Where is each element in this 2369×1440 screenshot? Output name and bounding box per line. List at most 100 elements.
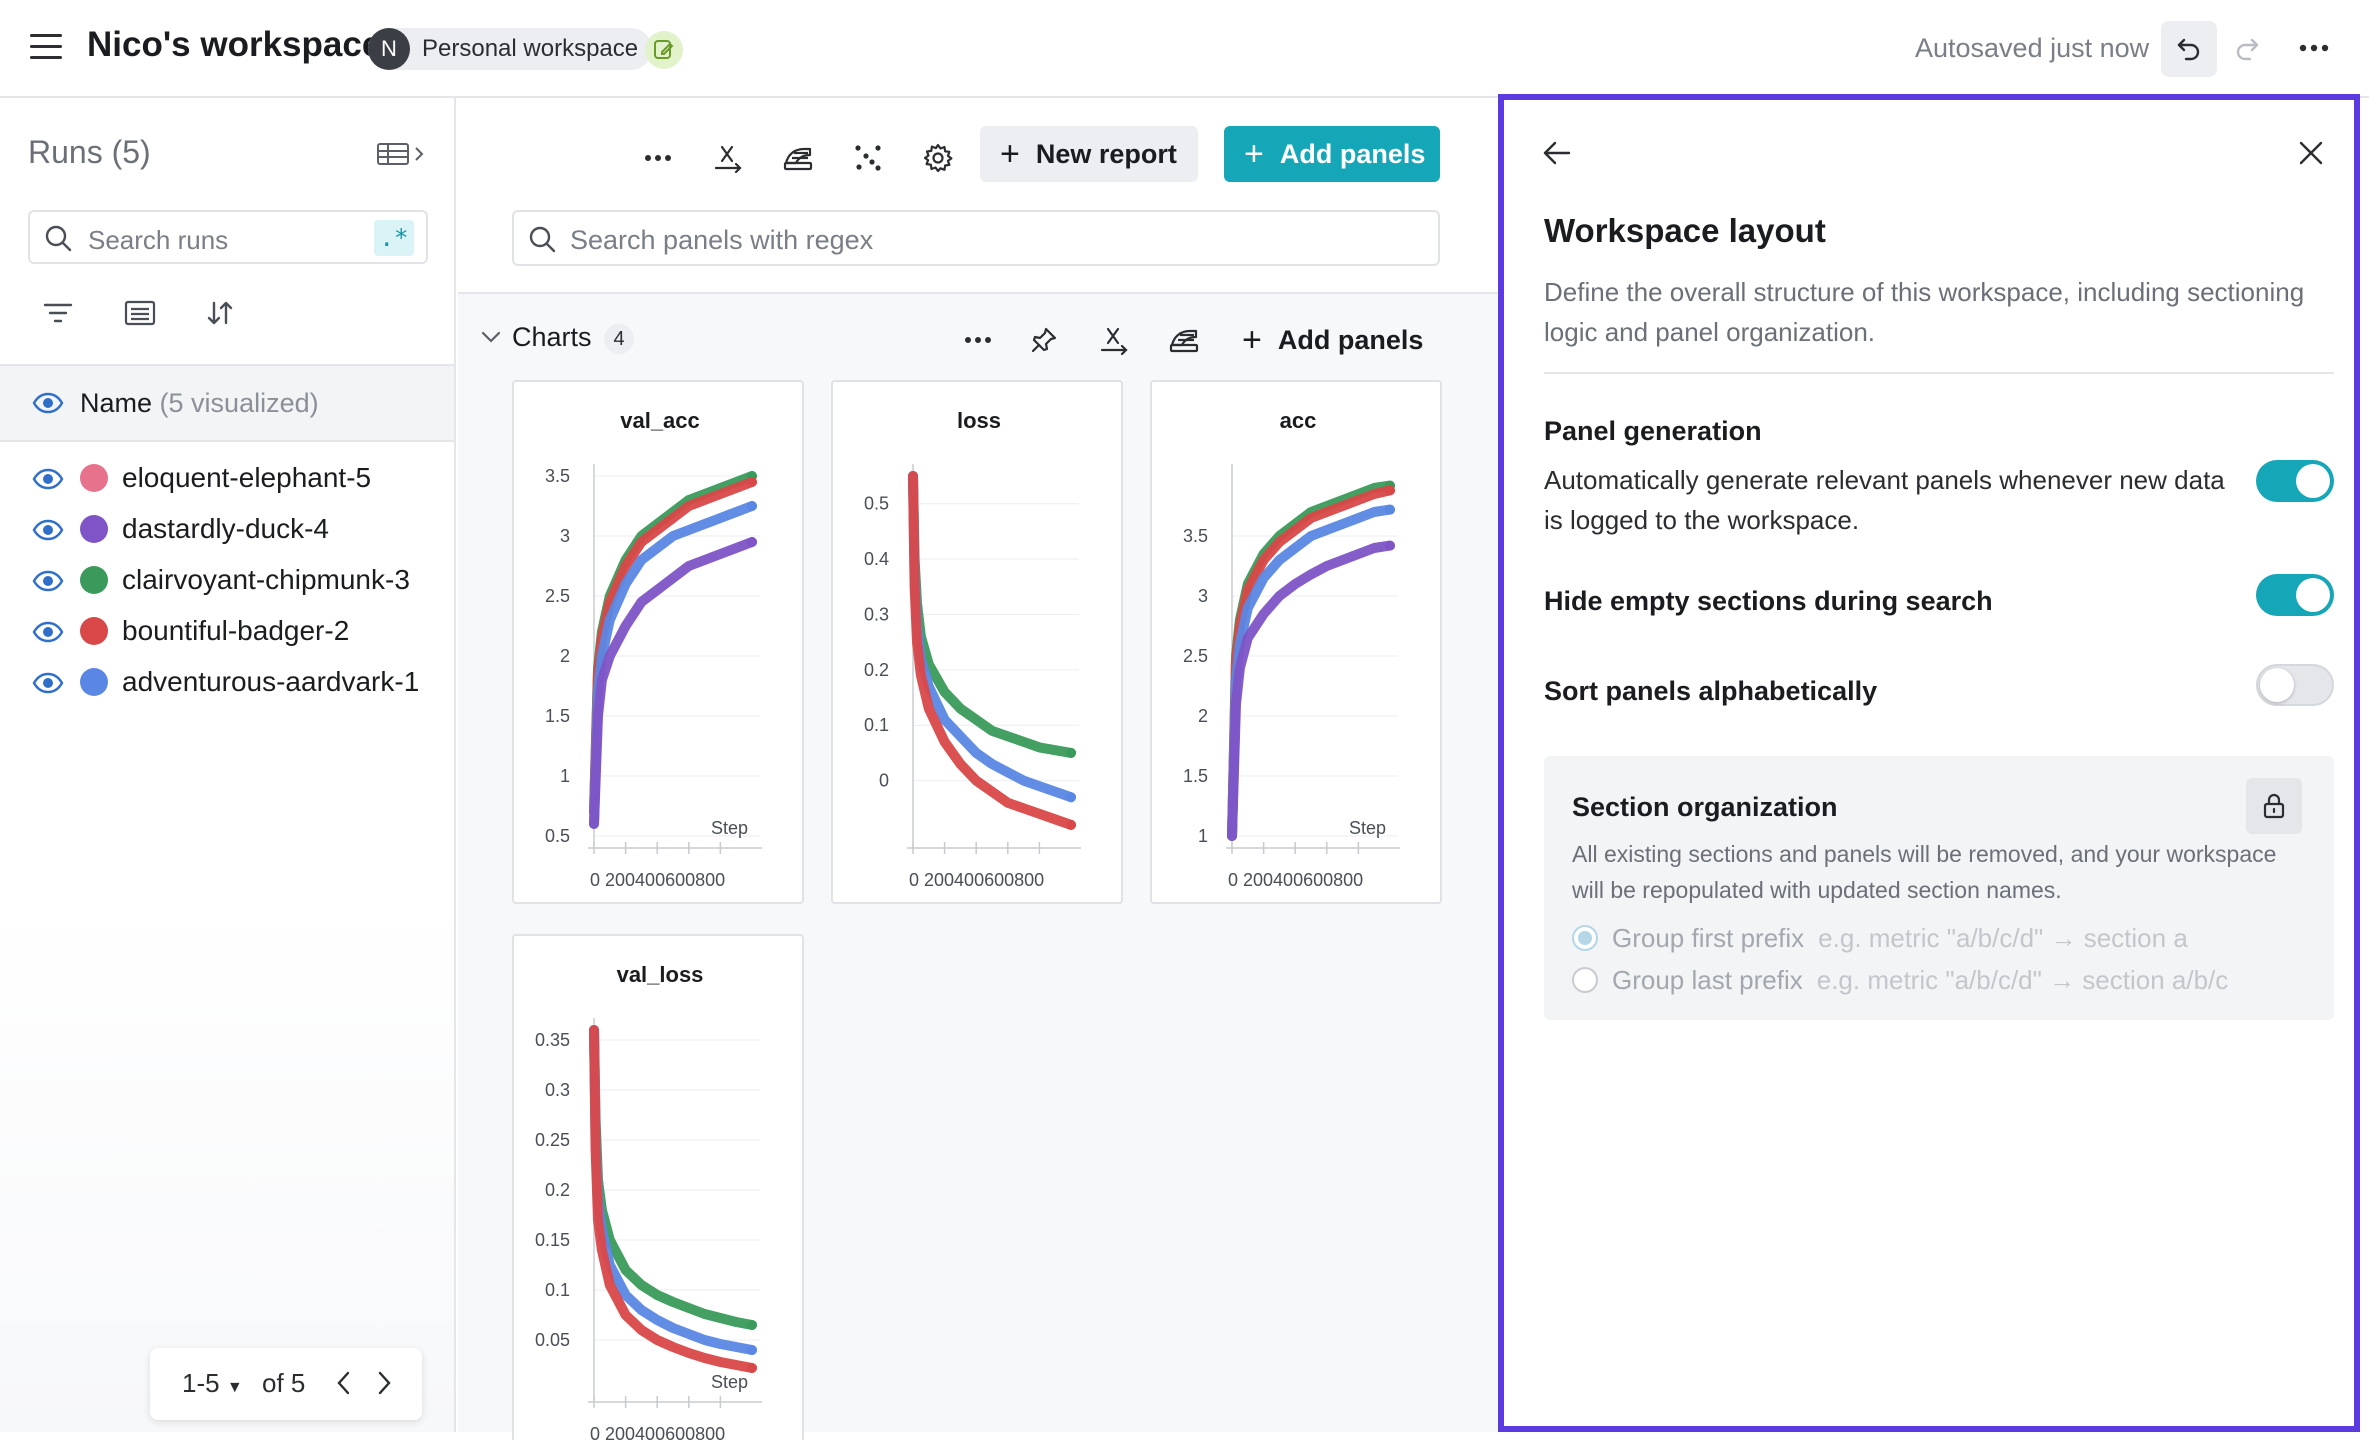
run-color-dot[interactable] <box>80 566 108 594</box>
run-row[interactable]: eloquent-elephant-5 <box>0 450 454 510</box>
redo-icon <box>2236 38 2259 61</box>
plus-icon: + <box>1000 135 1020 173</box>
search-runs-placeholder: Search runs <box>88 225 229 255</box>
outliers-icon[interactable] <box>846 136 890 180</box>
radio-button[interactable] <box>1572 967 1598 993</box>
run-color-dot[interactable] <box>80 668 108 696</box>
series-end-point <box>1066 819 1076 830</box>
y-tick-label: 1 <box>560 766 570 786</box>
section-add-panels-button[interactable]: + Add panels <box>1242 318 1423 362</box>
more-options-icon[interactable] <box>636 136 680 180</box>
new-report-button[interactable]: + New report <box>980 126 1198 182</box>
search-runs-input[interactable]: Search runs .* <box>28 210 428 264</box>
sort-alphabetically-toggle[interactable] <box>2256 664 2334 706</box>
add-panels-button[interactable]: + Add panels <box>1224 126 1440 182</box>
regex-toggle-button[interactable]: .* <box>374 220 414 256</box>
hide-empty-sections-toggle[interactable] <box>2256 574 2334 616</box>
radio-group-last-prefix[interactable]: Group last prefix e.g. metric "a/b/c/d" … <box>1572 962 2228 998</box>
y-tick-label: 0.1 <box>545 1280 570 1300</box>
eye-icon[interactable] <box>32 519 64 541</box>
pin-icon[interactable] <box>1024 320 1064 360</box>
plus-icon: + <box>1244 135 1264 173</box>
divider <box>1544 372 2334 374</box>
page-total: of 5 <box>262 1368 306 1398</box>
name-column-label: Name (5 visualized) <box>80 388 319 419</box>
y-tick-label: 0 <box>879 771 889 791</box>
more-options-icon[interactable] <box>958 320 998 360</box>
run-name[interactable]: bountiful-badger-2 <box>122 615 350 646</box>
series-line <box>589 537 757 829</box>
eye-icon[interactable] <box>32 392 64 414</box>
eye-icon[interactable] <box>32 672 64 694</box>
sort-icon[interactable] <box>200 296 240 330</box>
series-end-point <box>1385 540 1395 551</box>
series-end-point <box>1385 504 1395 515</box>
group-icon[interactable] <box>120 296 160 330</box>
workspace-chip[interactable]: N Personal workspace <box>368 28 653 70</box>
chevron-right-icon[interactable] <box>376 1370 392 1396</box>
expand-table-icon[interactable] <box>376 138 428 170</box>
edit-workspace-icon[interactable] <box>645 31 683 69</box>
avatar: N <box>368 28 410 70</box>
run-color-dot[interactable] <box>80 617 108 645</box>
undo-button[interactable] <box>2161 21 2217 77</box>
x-axis-icon[interactable] <box>706 136 750 180</box>
undo-icon <box>2177 38 2200 61</box>
radio-label: Group last prefix <box>1612 964 1803 995</box>
page-size-select[interactable]: 1-5 ▼ <box>182 1368 243 1399</box>
eye-icon[interactable] <box>32 621 64 643</box>
panel-generation-toggle[interactable] <box>2256 460 2334 502</box>
chart-svg: acc 1 1.5 2 2.5 3 3.5 0 200400600800 Step <box>1183 408 1400 890</box>
chevron-left-icon[interactable] <box>336 1370 352 1396</box>
filter-icon[interactable] <box>38 296 78 330</box>
run-color-dot[interactable] <box>80 464 108 492</box>
menu-icon[interactable] <box>30 34 62 64</box>
run-row[interactable]: clairvoyant-chipmunk-3 <box>0 552 454 612</box>
eye-icon[interactable] <box>32 468 64 490</box>
run-row[interactable]: bountiful-badger-2 <box>0 603 454 663</box>
series-end-point <box>1066 792 1076 803</box>
run-name[interactable]: dastardly-duck-4 <box>122 513 329 544</box>
radio-button[interactable] <box>1572 925 1598 951</box>
smoothing-icon[interactable] <box>776 136 820 180</box>
y-tick-label: 1 <box>1198 826 1208 846</box>
panel-generation-description: Automatically generate relevant panels w… <box>1544 465 2225 535</box>
x-axis-icon[interactable] <box>1094 320 1134 360</box>
chevron-down-icon[interactable] <box>480 330 502 344</box>
settings-gear-icon[interactable] <box>916 136 960 180</box>
lock-button[interactable] <box>2246 778 2302 834</box>
y-tick-label: 0.2 <box>864 660 889 680</box>
eye-icon[interactable] <box>32 570 64 592</box>
more-options-icon[interactable] <box>2290 28 2338 68</box>
run-name[interactable]: adventurous-aardvark-1 <box>122 666 420 697</box>
chart-panel-val-acc[interactable]: val_acc 0.5 1 1.5 2 2.5 3 3.5 0 200400600800 Step <box>512 380 804 904</box>
run-color-dot[interactable] <box>80 515 108 543</box>
chart-panel-acc[interactable]: acc 1 1.5 2 2.5 3 3.5 0 200400600800 Step <box>1150 380 1442 904</box>
y-tick-label: 0.35 <box>535 1030 570 1050</box>
search-panels-input[interactable]: Search panels with regex <box>512 210 1440 266</box>
radio-group-first-prefix[interactable]: Group first prefix e.g. metric "a/b/c/d"… <box>1572 920 2188 956</box>
x-tick-labels: 0 200400600800 <box>590 870 725 890</box>
y-tick-label: 0.5 <box>864 494 889 514</box>
run-row[interactable]: adventurous-aardvark-1 <box>0 654 454 714</box>
chart-panel-loss[interactable]: loss 0 0.1 0.2 0.3 0.4 0.5 0 200400600800 <box>831 380 1123 904</box>
chart-title: loss <box>957 408 1001 433</box>
x-axis-label: Step <box>711 818 748 838</box>
charts-section-header[interactable]: Charts 4 + Add panels <box>458 312 1498 368</box>
chart-panel-val-loss[interactable]: val_loss 0.05 0.1 0.15 0.2 0.25 0.3 0.35 0 20040… <box>512 934 804 1440</box>
run-name[interactable]: clairvoyant-chipmunk-3 <box>122 564 410 595</box>
close-icon[interactable] <box>2298 140 2324 166</box>
x-axis-label: Step <box>711 1372 748 1392</box>
series-end-point <box>747 477 757 487</box>
radio-label: Group first prefix <box>1612 922 1805 953</box>
smoothing-icon[interactable] <box>1164 320 1204 360</box>
y-tick-label: 0.5 <box>545 826 570 846</box>
y-tick-label: 3 <box>560 526 570 546</box>
redo-button[interactable] <box>2219 21 2275 77</box>
run-row[interactable]: dastardly-duck-4 <box>0 501 454 561</box>
arrow-left-icon[interactable] <box>1542 140 1572 166</box>
top-header: Nico's workspace N Personal workspace Au… <box>0 0 2369 98</box>
series-line <box>589 1025 757 1373</box>
name-column-header[interactable]: Name (5 visualized) <box>0 364 454 442</box>
run-name[interactable]: eloquent-elephant-5 <box>122 462 372 493</box>
